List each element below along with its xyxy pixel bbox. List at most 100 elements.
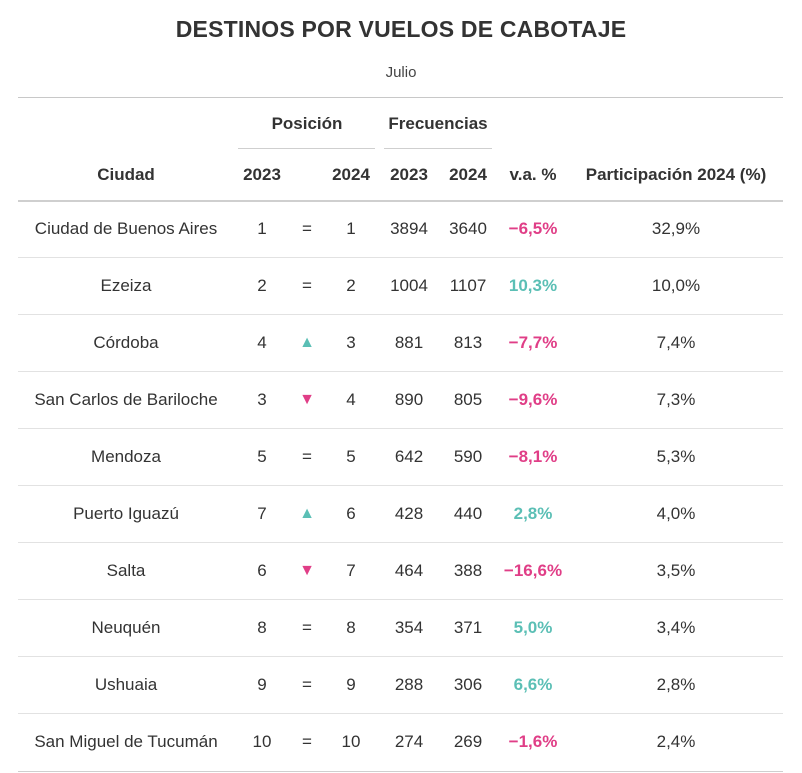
cell-freq-2023: 890 — [394, 390, 424, 409]
col-header-freq-2024: 2024 — [449, 165, 487, 184]
cell-pos-2023: 6 — [257, 561, 267, 580]
cell-city: San Carlos de Bariloche — [34, 390, 218, 409]
cell-freq-2024: 813 — [453, 333, 483, 352]
top-divider — [18, 97, 783, 98]
cell-freq-2024: 1107 — [449, 276, 487, 295]
cell-var: −6,5% — [508, 219, 558, 238]
cell-pos-2024: 4 — [346, 390, 356, 409]
chart-title: DESTINOS POR VUELOS DE CABOTAJE — [175, 16, 627, 42]
equal-icon: = — [302, 219, 312, 238]
cell-pos-2023: 9 — [257, 675, 267, 694]
cell-var: −7,7% — [508, 333, 558, 352]
cell-freq-2023: 3894 — [390, 219, 428, 238]
cell-share: 2,4% — [656, 732, 696, 751]
cell-pos-2024: 8 — [346, 618, 356, 637]
header-divider — [18, 200, 783, 202]
row-divider — [18, 542, 783, 543]
col-header-city: Ciudad — [97, 165, 155, 184]
cell-freq-2023: 288 — [394, 675, 424, 694]
cell-var: 10,3% — [508, 276, 558, 295]
cell-share: 7,3% — [656, 390, 696, 409]
cell-var: 6,6% — [513, 675, 553, 694]
cell-city: San Miguel de Tucumán — [34, 732, 218, 751]
equal-icon: = — [302, 675, 312, 694]
cell-city: Ciudad de Buenos Aires — [34, 219, 218, 238]
cell-share: 2,8% — [656, 675, 696, 694]
col-header-freq-2023: 2023 — [390, 165, 428, 184]
group-header-frequency: Frecuencias — [388, 114, 488, 133]
cell-freq-2024: 371 — [453, 618, 483, 637]
cell-city: Neuquén — [91, 618, 161, 637]
cell-freq-2024: 269 — [453, 732, 483, 751]
row-divider — [18, 485, 783, 486]
cell-freq-2023: 428 — [394, 504, 424, 523]
arrow-up-icon: ▲ — [299, 334, 315, 351]
chart-subtitle: Julio — [385, 64, 417, 81]
cell-var: −9,6% — [508, 390, 558, 409]
cell-pos-2024: 3 — [346, 333, 356, 352]
cell-city: Mendoza — [91, 447, 161, 466]
cell-freq-2023: 1004 — [390, 276, 428, 295]
cell-city: Córdoba — [93, 333, 159, 352]
cell-pos-2023: 5 — [257, 447, 267, 466]
cell-freq-2023: 274 — [394, 732, 424, 751]
cell-freq-2024: 3640 — [449, 219, 487, 238]
cell-pos-2024: 2 — [346, 276, 356, 295]
cell-freq-2023: 354 — [394, 618, 424, 637]
cell-city: Salta — [106, 561, 146, 580]
cell-freq-2024: 388 — [453, 561, 483, 580]
cell-freq-2023: 464 — [394, 561, 424, 580]
cell-pos-2023: 1 — [257, 219, 267, 238]
cell-var: 2,8% — [513, 504, 553, 523]
row-divider — [18, 257, 783, 258]
cell-freq-2023: 642 — [394, 447, 424, 466]
cell-pos-2024: 9 — [346, 675, 356, 694]
arrow-down-icon: ▼ — [299, 391, 315, 408]
cell-var: −1,6% — [508, 732, 558, 751]
group-header-position: Posición — [271, 114, 343, 133]
cell-var: −16,6% — [503, 561, 563, 580]
equal-icon: = — [302, 732, 312, 751]
cell-city: Ushuaia — [94, 675, 158, 694]
cell-freq-2024: 306 — [453, 675, 483, 694]
cell-share: 32,9% — [651, 219, 701, 238]
row-divider — [18, 599, 783, 600]
group-underline-frequency — [384, 148, 492, 149]
cell-pos-2023: 2 — [257, 276, 267, 295]
cell-pos-2023: 4 — [257, 333, 267, 352]
cell-pos-2024: 10 — [341, 732, 361, 751]
arrow-down-icon: ▼ — [299, 562, 315, 579]
row-divider — [18, 713, 783, 714]
equal-icon: = — [302, 276, 312, 295]
cell-var: −8,1% — [508, 447, 558, 466]
col-header-pos-2024: 2024 — [332, 165, 370, 184]
col-header-pos-2023: 2023 — [243, 165, 281, 184]
row-divider — [18, 656, 783, 657]
cell-freq-2024: 590 — [453, 447, 483, 466]
cell-var: 5,0% — [513, 618, 553, 637]
equal-icon: = — [302, 618, 312, 637]
cell-pos-2024: 7 — [346, 561, 356, 580]
col-header-share: Participación 2024 (%) — [585, 165, 767, 184]
cell-freq-2024: 440 — [453, 504, 483, 523]
cell-pos-2023: 10 — [252, 732, 272, 751]
cell-pos-2024: 1 — [346, 219, 356, 238]
cell-share: 10,0% — [651, 276, 701, 295]
cell-share: 7,4% — [656, 333, 696, 352]
cell-share: 3,4% — [656, 618, 696, 637]
cell-pos-2024: 6 — [346, 504, 356, 523]
cell-city: Puerto Iguazú — [73, 504, 179, 523]
arrow-up-icon: ▲ — [299, 505, 315, 522]
col-header-var: v.a. % — [509, 165, 557, 184]
row-divider — [18, 371, 783, 372]
cell-freq-2023: 881 — [394, 333, 424, 352]
cell-share: 5,3% — [656, 447, 696, 466]
cell-city: Ezeiza — [100, 276, 152, 295]
cell-pos-2023: 7 — [257, 504, 267, 523]
row-divider — [18, 314, 783, 315]
row-divider — [18, 428, 783, 429]
cell-pos-2023: 3 — [257, 390, 267, 409]
cell-pos-2024: 5 — [346, 447, 356, 466]
cell-freq-2024: 805 — [453, 390, 483, 409]
cell-pos-2023: 8 — [257, 618, 267, 637]
